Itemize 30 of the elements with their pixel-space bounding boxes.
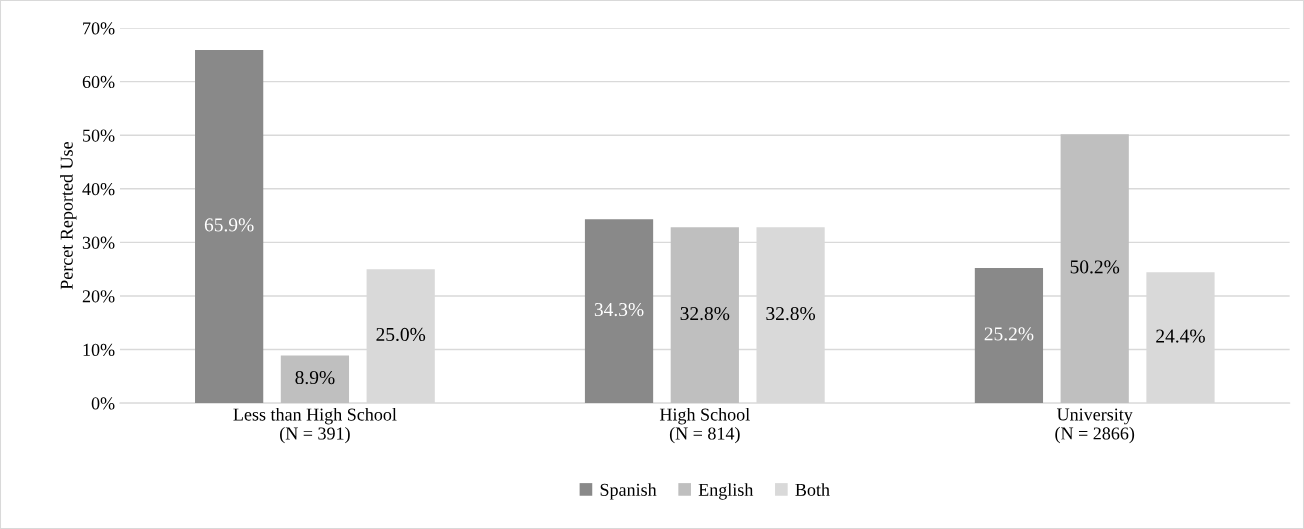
data-label: 65.9% — [204, 218, 254, 232]
bar — [974, 268, 1044, 404]
data-label: 50.2% — [1070, 260, 1120, 274]
y-tick-label: 10% — [83, 343, 115, 357]
data-label: 8.9% — [295, 371, 335, 385]
data-label: 32.8% — [680, 306, 730, 321]
y-axis-title: Percet Reported Use — [60, 141, 77, 290]
y-tick-label: 20% — [82, 290, 115, 303]
legend-label: Spanish — [600, 483, 657, 500]
data-label: 24.4% — [1156, 329, 1205, 343]
bar — [1060, 134, 1129, 404]
data-label: 25.2% — [984, 327, 1034, 341]
x-tick-label: Less than High School (N = 391) — [233, 407, 397, 444]
data-label: 34.3% — [594, 302, 644, 317]
bar — [280, 355, 350, 404]
legend-label: Both — [795, 483, 830, 496]
bar — [195, 50, 264, 404]
y-tick-label: 40% — [82, 183, 115, 196]
y-tick-label: 30% — [82, 236, 115, 249]
x-tick-label: High School (N = 814) — [659, 407, 750, 444]
bar — [584, 219, 654, 404]
bar — [670, 227, 739, 404]
x-tick-label: University (N = 2866) — [1055, 408, 1135, 444]
legend-label: English — [698, 483, 754, 500]
data-label: 32.8% — [766, 306, 816, 321]
y-tick-label: 60% — [82, 75, 115, 89]
y-tick-label: 0% — [91, 397, 115, 410]
y-tick-label: 50% — [83, 129, 115, 142]
y-tick-label: 70% — [83, 22, 115, 35]
data-label: 25.0% — [376, 327, 426, 342]
